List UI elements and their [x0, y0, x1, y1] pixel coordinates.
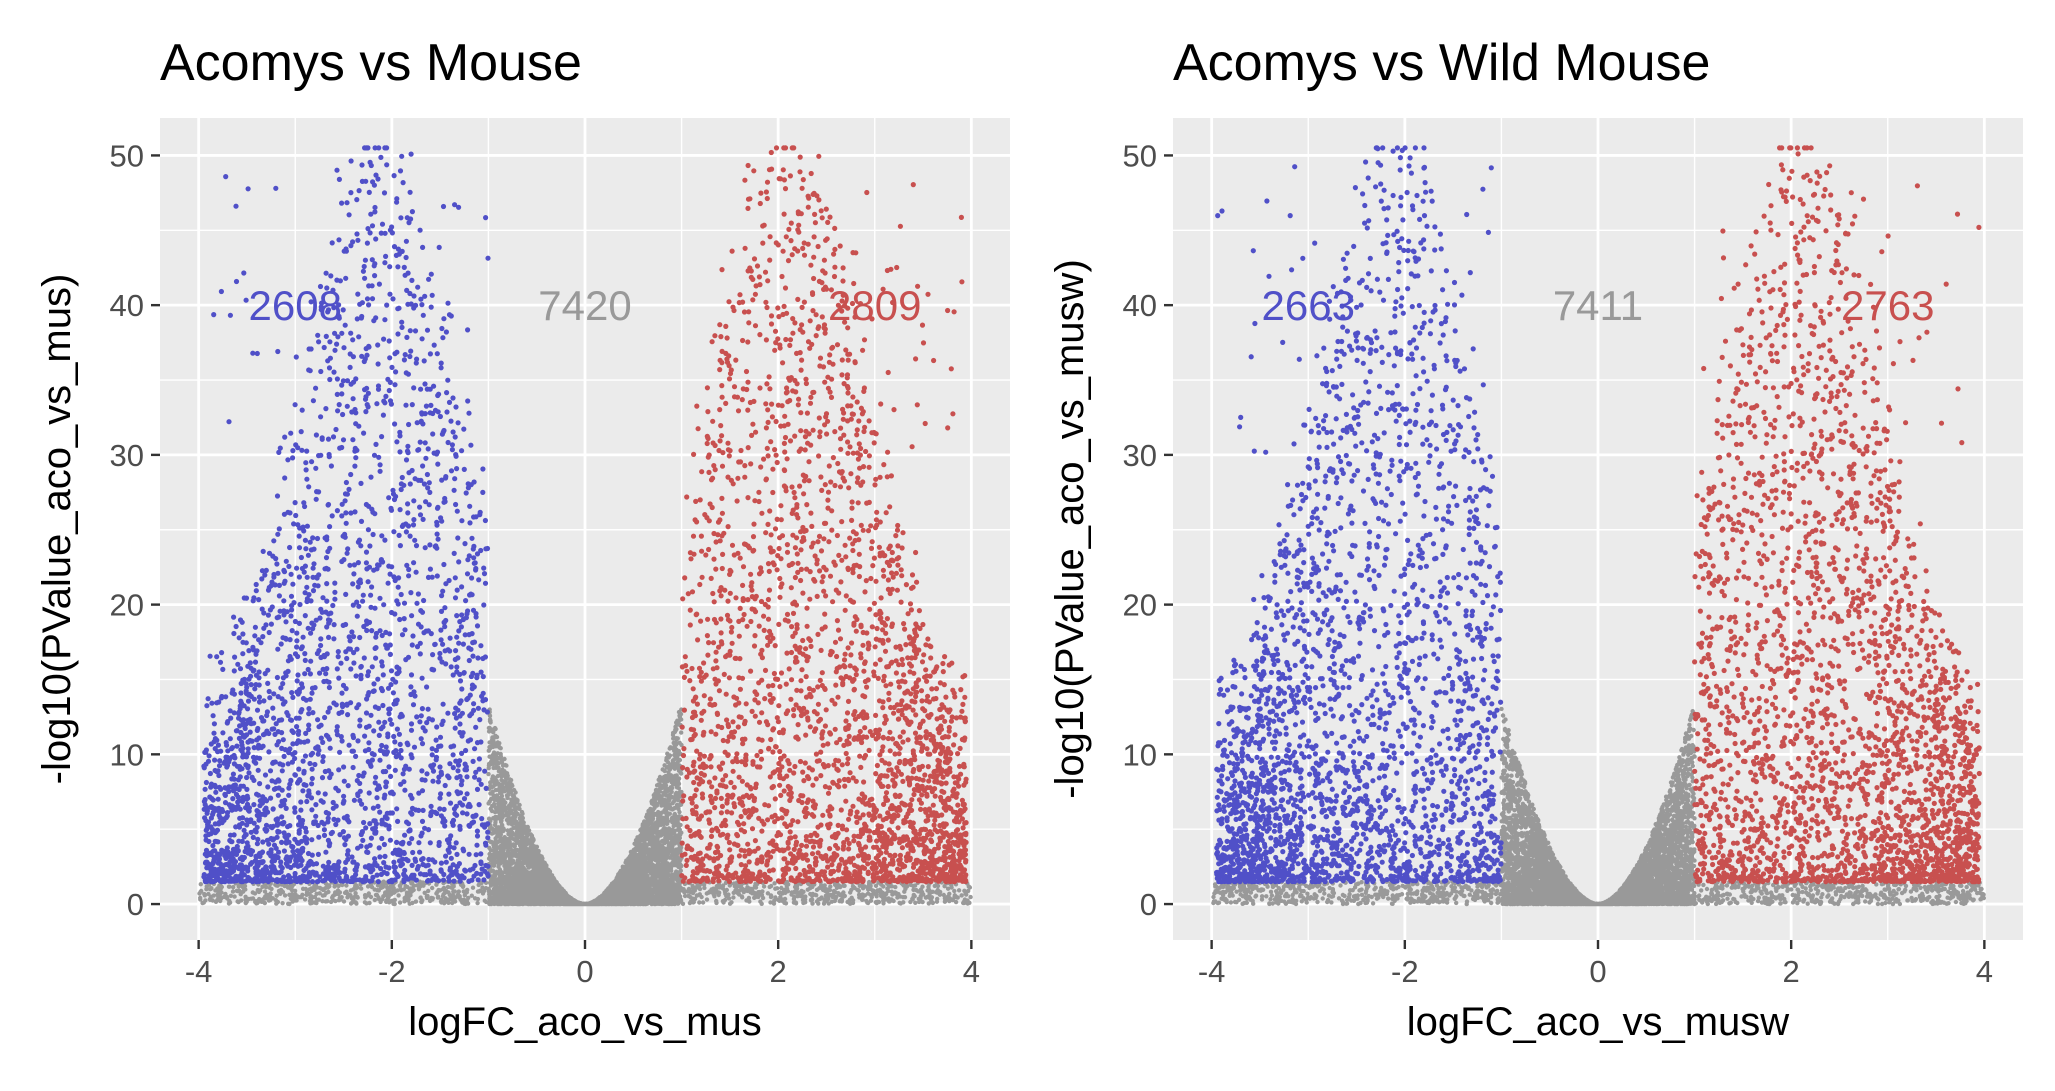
panel-title: Acomys vs Mouse [160, 34, 582, 92]
x-axis: -4 -2 0 2 4 [1198, 940, 1993, 989]
y-tick-label: 20 [110, 588, 144, 623]
x-tick-label: 2 [770, 954, 787, 989]
y-tick-label: 10 [110, 737, 144, 772]
count-down: 2663 [1262, 282, 1355, 329]
data-points [197, 145, 973, 907]
panel-acomys-vs-wild-mouse: Acomys vs Wild Mouse 2663 7411 2763 -4 -… [1048, 34, 2023, 1044]
x-axis-title: logFC_aco_vs_mus [408, 1000, 762, 1044]
y-tick-label: 50 [110, 138, 144, 173]
x-axis: -4 -2 0 2 4 [185, 940, 980, 989]
y-tick-label: 40 [1123, 288, 1157, 323]
x-tick-label: 4 [1976, 954, 1993, 989]
y-tick-label: 50 [1123, 138, 1157, 173]
x-tick-label: 4 [963, 954, 980, 989]
y-tick-label: 0 [1140, 887, 1157, 922]
panel-title: Acomys vs Wild Mouse [1173, 34, 1710, 92]
y-tick-label: 40 [110, 288, 144, 323]
x-tick-label: -2 [378, 954, 406, 989]
points-upregulated [679, 145, 969, 885]
x-tick-label: 0 [1589, 954, 1606, 989]
count-ns: 7411 [1553, 282, 1643, 329]
y-axis: 0 10 20 30 40 50 [110, 138, 160, 922]
y-axis-title: -log10(PValue_aco_vs_mus) [35, 274, 79, 785]
points-downregulated [201, 145, 491, 885]
x-tick-label: 2 [1783, 954, 1800, 989]
y-tick-label: 30 [110, 438, 144, 473]
y-tick-label: 10 [1123, 737, 1157, 772]
count-ns: 7420 [538, 282, 631, 329]
points-downregulated [1214, 145, 1504, 885]
panel-acomys-vs-mouse: Acomys vs Mouse 2608 7420 2809 -4 -2 0 2… [35, 34, 1010, 1044]
count-annotations: 2663 7411 2763 [1262, 282, 1935, 329]
y-tick-label: 20 [1123, 588, 1157, 623]
count-down: 2608 [249, 282, 342, 329]
y-tick-label: 0 [127, 887, 144, 922]
y-axis: 0 10 20 30 40 50 [1123, 138, 1173, 922]
y-tick-label: 30 [1123, 438, 1157, 473]
data-points [1211, 145, 1986, 907]
count-annotations: 2608 7420 2809 [249, 282, 922, 329]
points-not-significant [1211, 706, 1986, 907]
x-tick-label: -4 [1198, 954, 1226, 989]
points-not-significant [197, 707, 973, 907]
count-up: 2763 [1841, 282, 1934, 329]
count-up: 2809 [828, 282, 921, 329]
x-tick-label: -2 [1391, 954, 1419, 989]
y-axis-title: -log10(PValue_aco_vs_musw) [1048, 259, 1092, 799]
points-upregulated [1691, 145, 1982, 885]
x-axis-title: logFC_aco_vs_musw [1407, 1000, 1789, 1044]
x-tick-label: 0 [576, 954, 593, 989]
x-tick-label: -4 [185, 954, 213, 989]
